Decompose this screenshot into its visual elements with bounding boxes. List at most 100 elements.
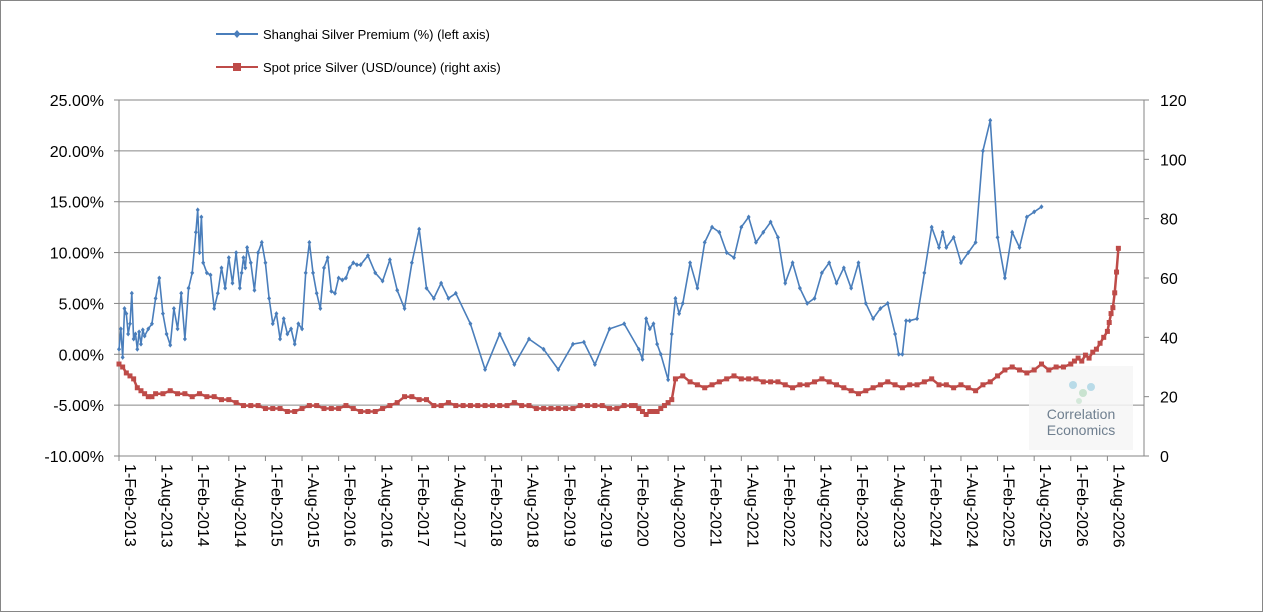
series-1-point-20 [226,397,232,403]
series-1-point-58 [504,403,510,409]
series-1-point-108 [826,379,832,385]
legend-square-marker-icon [233,63,241,71]
series-0-point-130 [797,285,802,291]
series-0-point-124 [753,239,758,245]
series-0-point-136 [841,265,846,271]
watermark-line2: Economics [1047,422,1115,438]
series-0-point-137 [849,285,854,291]
series-0-point-164 [1024,214,1029,220]
series-1-point-117 [892,382,898,388]
series-1-point-78 [639,409,645,414]
series-0-point-82 [395,287,400,293]
series-0-point-73 [343,275,348,281]
series-0-point-117 [702,239,707,245]
series-1-point-89 [687,379,693,385]
left-tick-label-1: 20.00% [50,144,104,161]
series-1-point-92 [709,382,715,388]
series-0-point-139 [863,300,868,306]
series-1-point-114 [870,385,876,391]
series-1-point-81 [650,409,656,414]
series-0-point-72 [340,277,345,283]
right-tick-label-6: 0 [1160,449,1169,466]
series-0-point-77 [358,262,363,268]
series-0-point-81 [387,257,392,263]
series-1-point-152 [1106,320,1112,325]
series-1-point-22 [240,403,246,409]
series-0-point-64 [311,270,316,276]
series-0-point-153 [944,244,949,250]
series-0-point-134 [827,260,832,266]
series-1-point-73 [614,406,620,412]
series-0-point-96 [541,346,546,352]
series-1-point-64 [548,406,554,412]
series-0-point-126 [768,219,773,225]
series-1-point-154 [1110,305,1116,311]
series-1-point-128 [973,388,979,394]
series-0-point-46 [245,244,250,250]
series-0-point-155 [958,260,963,266]
left-tick-label-2: 15.00% [50,195,104,212]
series-0-point-108 [655,341,660,347]
series-1-point-39 [365,409,371,414]
series-0-point-0 [117,346,121,352]
series-1-point-77 [636,406,642,412]
series-1-point-44 [402,394,408,400]
series-1-point-32 [314,403,320,409]
legend-item-premium: Shanghai Silver Premium (%) (left axis) [216,27,490,42]
series-0-point-44 [241,255,246,261]
series-1-point-86 [669,397,675,403]
series-1-point-7 [142,391,148,397]
x-tick-label-16: 1-Feb-2021 [707,464,724,547]
series-0-point-75 [351,260,356,266]
series-1-point-103 [790,385,796,391]
series-1-point-66 [563,406,569,412]
series-1-point-16 [197,391,203,397]
series-0-point-58 [289,326,294,332]
series-1-point-67 [570,406,576,412]
series-1-point-18 [211,394,217,400]
series-0-point-113 [677,311,682,317]
series-0-point-53 [270,321,275,327]
series-1-point-17 [204,394,210,400]
series-1-point-55 [482,403,488,409]
series-0-point-123 [746,214,751,220]
series-0-point-135 [834,280,839,286]
series-0-point-57 [285,331,290,337]
x-tick-label-26: 1-Feb-2026 [1073,464,1090,547]
series-1-point-132 [1002,367,1008,373]
series-1-point-110 [841,385,847,391]
series-1-point-28 [284,409,290,414]
series-0-point-29 [195,207,200,213]
series-0-point-90 [453,290,458,296]
series-0-point-89 [446,295,451,301]
series-1-point-3 [127,373,133,379]
series-0-point-92 [483,367,488,373]
series-1-point-63 [541,406,547,412]
series-0-point-140 [871,316,876,322]
series-0-point-18 [157,275,162,281]
left-tick-label-5: 0.00% [59,347,104,364]
series-0-point-138 [856,260,861,266]
series-0-point-159 [988,117,993,123]
watermark: Correlation Economics [1029,366,1133,450]
x-tick-label-0: 1-Feb-2013 [121,464,138,547]
series-0-point-6 [127,321,132,327]
series-1-point-27 [277,406,283,412]
series-0-point-91 [468,321,473,327]
series-1-point-126 [958,382,964,388]
series-1-point-134 [1017,367,1023,373]
series-0-point-128 [783,280,788,286]
legend-label-spot: Spot price Silver (USD/ounce) (right axi… [263,60,501,75]
right-axis: 120 100 80 60 40 20 0 [1144,93,1187,466]
series-0-point-12 [138,341,143,347]
series-0-point-13 [140,327,145,333]
series-0-point-47 [248,260,253,266]
series-1-point-84 [661,403,667,409]
series-1-point-135 [1024,370,1030,376]
series-1-point-33 [321,406,327,412]
series-0-point-76 [354,262,359,268]
series-0-point-71 [336,275,341,281]
series-1-point-143 [1075,355,1081,361]
series-1-point-123 [936,382,942,388]
series-0-point-10 [135,346,140,352]
